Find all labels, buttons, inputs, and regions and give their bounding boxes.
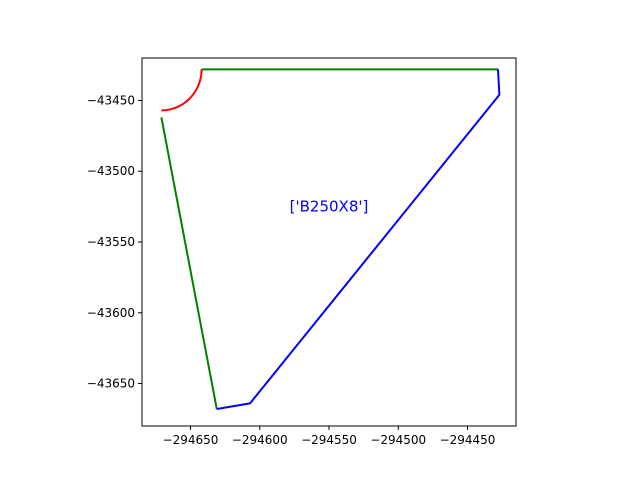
y-tick-label: −43450 (87, 93, 135, 107)
x-tick-label: −294500 (370, 433, 426, 447)
y-tick-label: −43650 (87, 377, 135, 391)
y-axis: −43450 −43500 −43550 −43600 −43650 (87, 93, 142, 391)
x-axis: −294650 −294600 −294550 −294500 −294450 (163, 426, 496, 447)
series-layer (160, 68, 501, 411)
y-tick-label: −43500 (87, 164, 135, 178)
y-tick-label: −43550 (87, 235, 135, 249)
series-line-2 (216, 69, 501, 411)
x-tick-label: −294550 (301, 433, 357, 447)
x-tick-label: −294650 (163, 433, 219, 447)
y-tick-label: −43600 (87, 306, 135, 320)
x-tick-label: −294450 (440, 433, 496, 447)
x-tick-label: −294600 (232, 433, 288, 447)
series-line-1 (160, 117, 218, 410)
polygon-label: ['B250X8'] (290, 198, 369, 216)
series-arc-3 (161, 69, 203, 112)
